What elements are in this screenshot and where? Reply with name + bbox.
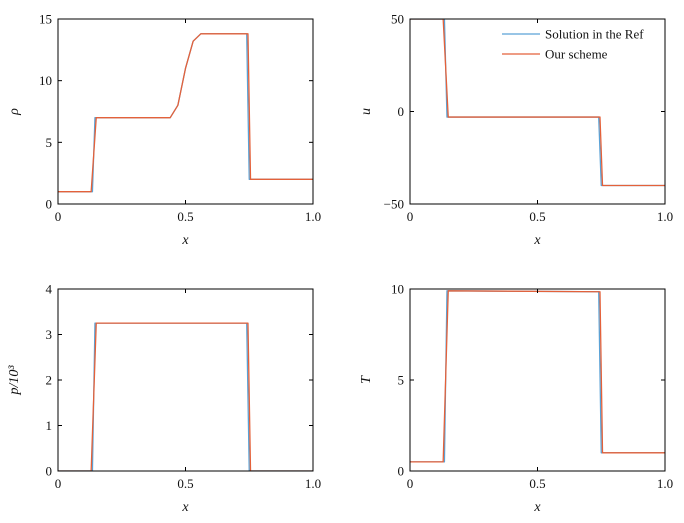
series-line-ours: [58, 33, 313, 193]
x-tick-label: 0.5: [177, 476, 193, 491]
x-tick-label: 0: [55, 476, 62, 491]
series-line-ours: [410, 290, 665, 463]
y-tick-label: 0: [46, 197, 53, 212]
x-tick-label: 0.5: [177, 209, 193, 224]
y-tick-label: 1: [46, 418, 53, 433]
x-tick-label: 1.0: [305, 209, 321, 224]
series-group: [410, 19, 665, 187]
series-line-ref: [410, 19, 665, 187]
x-tick-label: 1.0: [305, 476, 321, 491]
plot-frame: [409, 288, 666, 472]
legend-label: Solution in the Ref: [545, 27, 644, 42]
series-line-ours: [58, 322, 313, 471]
y-tick-label: 10: [391, 282, 404, 297]
y-tick-label: 4: [46, 282, 53, 297]
y-axis-label: T: [359, 375, 374, 384]
y-tick-label: 3: [46, 327, 53, 342]
y-tick-label: 0: [46, 464, 53, 479]
series-group: [410, 290, 665, 463]
y-tick-label: 0: [398, 464, 405, 479]
series-line-ours: [410, 19, 665, 187]
density-panel: 0 0.5 1.0 0 5 10 15 x ρ: [7, 12, 321, 249]
x-axis-label: x: [181, 500, 189, 515]
pressure-panel: 0 0.5 1.0 0 1 2 3 4 x p/10³: [7, 282, 321, 516]
series-line-ref: [58, 322, 313, 471]
x-tick-label: 1.0: [657, 209, 673, 224]
y-tick-label: 5: [398, 373, 405, 388]
x-axis-label: x: [181, 233, 189, 248]
plot-frame: [57, 288, 314, 472]
plot-frame: [57, 18, 314, 205]
y-tick-label: 0: [398, 104, 405, 119]
legend-label: Our scheme: [545, 47, 608, 62]
y-tick-label: 50: [391, 12, 404, 27]
legend: Solution in the Ref Our scheme: [502, 27, 644, 62]
y-tick-label: 15: [39, 12, 52, 27]
y-tick-label: 2: [46, 373, 53, 388]
y-tick-label: 5: [46, 135, 53, 150]
y-axis-label: u: [359, 108, 374, 115]
series-group: [58, 322, 313, 471]
y-axis-label: p/10³: [7, 365, 22, 396]
y-axis-label: ρ: [7, 108, 22, 116]
x-tick-label: 0.5: [529, 209, 545, 224]
x-tick-label: 1.0: [657, 476, 673, 491]
x-axis-label: x: [533, 233, 541, 248]
temperature-panel: 0 0.5 1.0 0 5 10 x T: [359, 282, 673, 516]
x-axis-label: x: [533, 500, 541, 515]
x-tick-label: 0: [407, 209, 414, 224]
series-group: [58, 33, 313, 193]
x-tick-label: 0.5: [529, 476, 545, 491]
y-tick-label: −50: [384, 197, 404, 212]
series-line-ref: [58, 33, 313, 193]
x-tick-label: 0: [55, 209, 62, 224]
x-tick-label: 0: [407, 476, 414, 491]
y-tick-label: 10: [39, 73, 52, 88]
series-line-ref: [410, 290, 665, 463]
